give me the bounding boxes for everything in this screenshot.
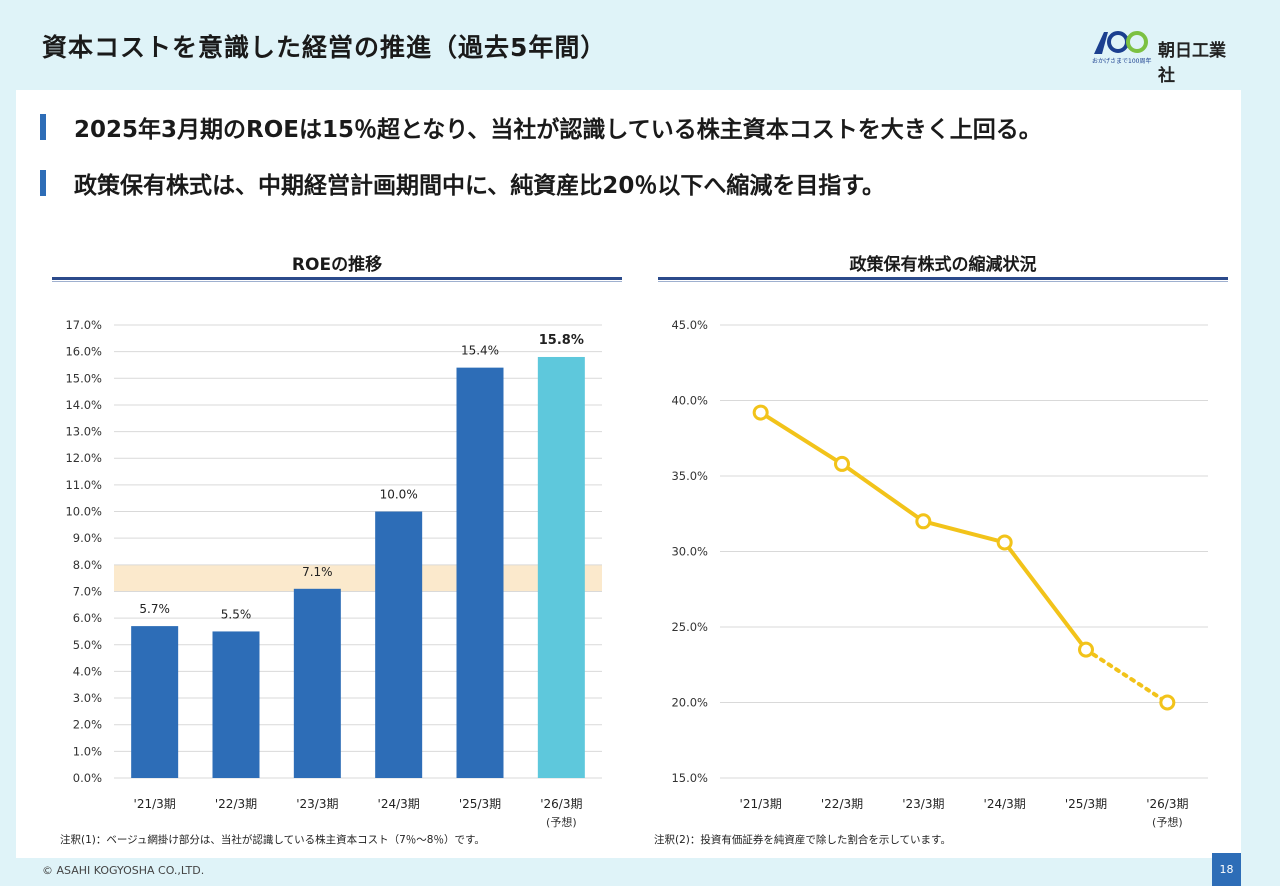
y-tick-label: 2.0% xyxy=(73,718,102,732)
holdings-line-chart: 15.0% 20.0% 25.0% 30.0% 35.0% 40.0% 45.0% '21/3… xyxy=(671,318,1208,829)
holdings-chart-rule xyxy=(658,277,1228,282)
x-tick-label: '21/3期 xyxy=(740,797,782,811)
y-tick-label: 40.0% xyxy=(671,394,708,408)
logo-tagline: おかげさまで100周年 xyxy=(1092,58,1152,65)
y-tick-label: 15.0% xyxy=(671,771,708,785)
roe-bar xyxy=(212,631,260,778)
y-tick-label: 20.0% xyxy=(671,696,708,710)
roe-chart-rule xyxy=(52,277,622,282)
holdings-line xyxy=(759,410,1088,651)
x-tick-label: '26/3期 xyxy=(540,797,582,811)
y-tick-label: 11.0% xyxy=(65,478,102,492)
holdings-point xyxy=(1078,641,1094,658)
x-tick-sublabel: (予想) xyxy=(546,815,577,829)
roe-data-label: 5.5% xyxy=(221,607,252,621)
x-tick-label: '25/3期 xyxy=(459,797,501,811)
holdings-point xyxy=(834,455,850,472)
roe-data-label: 15.8% xyxy=(539,333,584,348)
y-tick-label: 0.0% xyxy=(73,771,102,785)
y-tick-label: 14.0% xyxy=(65,398,102,412)
y-tick-label: 8.0% xyxy=(73,558,102,572)
roe-bar xyxy=(537,356,585,778)
y-tick-label: 13.0% xyxy=(65,425,102,439)
page-title: 資本コストを意識した経営の推進（過去5年間） xyxy=(42,33,607,62)
y-tick-label: 15.0% xyxy=(65,371,102,385)
bullet-cross-shareholdings: 政策保有株式は、中期経営計画期間中に、純資産比20％以下へ縮減を目指す。 xyxy=(40,166,885,200)
y-tick-label: 4.0% xyxy=(73,664,102,678)
y-tick-label: 7.0% xyxy=(73,584,102,598)
page-number: 18 xyxy=(1212,853,1241,886)
x-tick-sublabel: (予想) xyxy=(1152,815,1183,829)
x-tick-label: '23/3期 xyxy=(902,797,944,811)
roe-data-label: 10.0% xyxy=(380,488,418,502)
y-tick-label: 5.0% xyxy=(73,638,102,652)
y-tick-label: 17.0% xyxy=(65,318,102,332)
roe-chart-title: ROEの推移 xyxy=(291,255,383,275)
holdings-point xyxy=(996,534,1013,551)
y-tick-label: 1.0% xyxy=(73,744,102,758)
y-tick-label: 45.0% xyxy=(671,318,708,332)
y-tick-label: 16.0% xyxy=(65,345,102,359)
company-logo: おかげさまで100周年 朝日工業社 xyxy=(1092,30,1240,86)
roe-data-label: 7.1% xyxy=(302,565,333,579)
holdings-chart-note: 注釈(2)：投資有価証券を純資産で除した割合を示しています。 xyxy=(654,834,952,846)
x-tick-label: '24/3期 xyxy=(378,797,420,811)
holdings-chart-title: 政策保有株式の縮減状況 xyxy=(849,255,1037,275)
x-tick-label: '23/3期 xyxy=(296,797,338,811)
cost-of-equity-band xyxy=(114,564,602,592)
holdings-point xyxy=(915,513,932,530)
bullet-roe: 2025年3月期のROEは15％超となり、当社が認識している株主資本コストを大き… xyxy=(40,110,1042,144)
roe-bar xyxy=(131,626,179,778)
y-tick-label: 25.0% xyxy=(671,620,708,634)
y-tick-label: 35.0% xyxy=(671,469,708,483)
y-tick-label: 12.0% xyxy=(65,451,102,465)
x-tick-label: '24/3期 xyxy=(984,797,1026,811)
x-tick-label: '25/3期 xyxy=(1065,797,1107,811)
x-tick-label: '22/3期 xyxy=(821,797,863,811)
roe-data-label: 5.7% xyxy=(139,602,170,616)
x-tick-label: '26/3期 xyxy=(1146,797,1188,811)
holdings-point xyxy=(1159,694,1176,711)
anniversary-100-logo-icon xyxy=(1094,31,1148,54)
y-tick-label: 10.0% xyxy=(65,505,102,519)
roe-data-label: 15.4% xyxy=(461,344,499,358)
x-tick-label: '22/3期 xyxy=(215,797,257,811)
y-tick-label: 30.0% xyxy=(671,545,708,559)
y-tick-label: 3.0% xyxy=(73,691,102,705)
copyright: © ASAHI KOGYOSHA CO.,LTD. xyxy=(42,864,205,877)
holdings-point xyxy=(752,404,769,421)
holdings-forecast-line xyxy=(1084,647,1170,705)
x-tick-label: '21/3期 xyxy=(134,797,176,811)
roe-bar xyxy=(375,511,423,778)
roe-chart-note: 注釈(1)：ベージュ網掛け部分は、当社が認識している株主資本コスト（7％～8％）… xyxy=(60,834,485,846)
roe-bar xyxy=(293,588,341,778)
y-tick-label: 9.0% xyxy=(73,531,102,545)
roe-bar-chart: 0.0% 1.0% 2.0% 3.0% 4.0% 5.0% 6.0% 7.0% 8.0% 9.0%… xyxy=(65,318,602,829)
y-tick-label: 6.0% xyxy=(73,611,102,625)
company-name: 朝日工業社 xyxy=(1158,41,1226,86)
roe-bar xyxy=(456,367,504,778)
